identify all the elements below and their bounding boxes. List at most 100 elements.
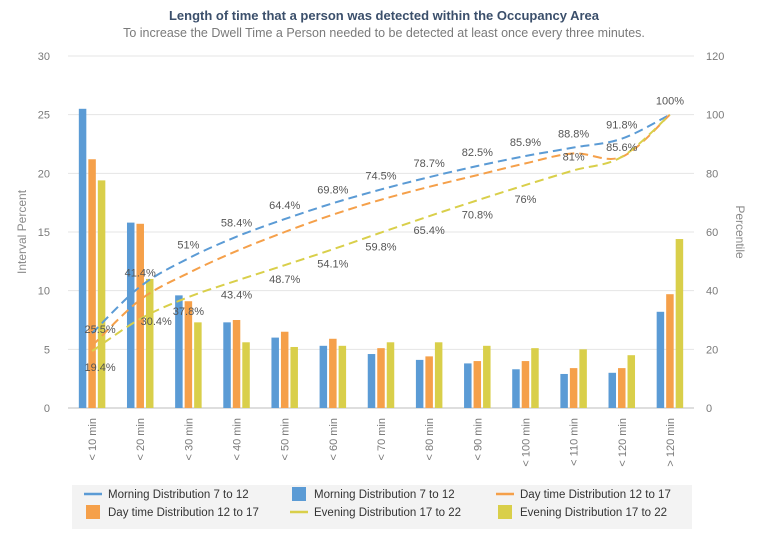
bar: [666, 294, 674, 408]
left-tick-label: 5: [44, 344, 50, 356]
chart-subtitle: To increase the Dwell Time a Person need…: [123, 26, 645, 40]
bar: [88, 159, 96, 408]
bar: [126, 222, 135, 408]
bar: [656, 311, 665, 408]
bar: [483, 345, 491, 408]
bar: [618, 368, 626, 408]
series-line: [91, 113, 671, 334]
data-label: 59.8%: [365, 242, 396, 254]
bar: [280, 331, 289, 408]
right-tick-label: 100: [706, 110, 724, 122]
right-axis-title: Percentile: [733, 205, 747, 259]
x-tick-label: < 10 min: [87, 418, 99, 461]
bar: [242, 342, 250, 408]
x-tick-label: > 120 min: [665, 418, 677, 467]
data-label: 25.5%: [84, 324, 115, 336]
right-tick-label: 60: [706, 227, 718, 239]
left-tick-label: 20: [38, 168, 50, 180]
legend: Morning Distribution 7 to 12 Morning Dist…: [72, 485, 692, 529]
data-label: 43.4%: [221, 290, 252, 302]
bar: [194, 322, 202, 408]
x-tick-label: < 20 min: [135, 418, 147, 461]
bar: [290, 346, 298, 408]
bar: [232, 320, 241, 408]
bar: [425, 356, 433, 408]
data-label: 74.5%: [365, 170, 396, 182]
legend-label: Evening Distribution 17 to 22: [520, 507, 667, 519]
series-line: [91, 113, 671, 347]
data-label: 41.4%: [125, 268, 156, 280]
data-label: 30.4%: [141, 316, 172, 328]
bar: [367, 354, 376, 408]
legend-bar-swatch: [86, 505, 100, 519]
bar: [338, 345, 347, 408]
bar: [415, 359, 424, 408]
bar: [329, 338, 337, 408]
left-tick-label: 25: [38, 110, 50, 122]
x-tick-label: < 30 min: [183, 418, 195, 461]
chart-title: Length of time that a person was detecte…: [169, 8, 600, 23]
data-label: 85.9%: [510, 137, 541, 149]
data-label: 19.4%: [84, 362, 115, 374]
data-label: 78.7%: [414, 158, 445, 170]
x-tick-label: < 90 min: [472, 418, 484, 461]
data-label: 70.8%: [462, 209, 493, 221]
right-tick-label: 80: [706, 168, 718, 180]
legend-bar-swatch: [498, 505, 512, 519]
bar-series: [78, 108, 684, 409]
data-label: 69.8%: [317, 184, 348, 196]
right-tick-label: 40: [706, 286, 718, 298]
bar: [97, 180, 106, 408]
bar: [78, 108, 87, 409]
data-label: 65.4%: [414, 225, 445, 237]
x-tick-label: < 110 min: [569, 418, 581, 466]
legend-label: Morning Distribution 7 to 12: [108, 489, 249, 501]
bar: [579, 349, 587, 408]
x-tick-label: < 70 min: [376, 418, 388, 461]
bar: [184, 301, 193, 408]
x-tick-label: < 80 min: [424, 418, 436, 461]
data-label: 91.8%: [606, 120, 637, 132]
right-tick-label: 20: [706, 344, 718, 356]
bar: [627, 355, 636, 408]
data-label: 51%: [177, 239, 199, 251]
data-label: 64.4%: [269, 200, 300, 212]
cumulative-lines: [91, 113, 671, 352]
x-axis-ticks: < 10 min < 20 min < 30 min < 40 min < 50 min…: [87, 418, 677, 467]
data-labels: 25.5% 41.4% 51% 58.4% 64.4% 69.8% 74.5% 78.7% 82…: [84, 96, 684, 374]
series-line: [91, 113, 671, 352]
bar: [473, 361, 482, 408]
data-label: 81%: [563, 151, 585, 163]
data-label: 48.7%: [269, 274, 300, 286]
left-axis-title: Interval Percent: [15, 189, 29, 274]
bar: [271, 337, 279, 408]
x-tick-label: < 100 min: [520, 418, 532, 467]
gridlines: [68, 55, 694, 409]
bar: [464, 363, 472, 408]
bar: [512, 369, 520, 408]
left-axis-ticks: 0 5 10 15 20 25 30: [38, 51, 50, 415]
legend-bar-swatch: [292, 487, 306, 501]
bar: [145, 278, 154, 408]
legend-label: Morning Distribution 7 to 12: [314, 489, 455, 501]
data-label: 76%: [514, 194, 536, 206]
legend-label: Evening Distribution 17 to 22: [314, 507, 461, 519]
legend-label: Day time Distribution 12 to 17: [520, 489, 671, 501]
data-label: 82.5%: [462, 147, 493, 159]
data-label: 88.8%: [558, 129, 589, 141]
bar: [675, 239, 684, 408]
data-label: 100%: [656, 96, 684, 108]
x-tick-label: < 40 min: [232, 418, 244, 461]
data-label: 58.4%: [221, 218, 252, 230]
left-tick-label: 30: [38, 51, 50, 63]
right-tick-label: 120: [706, 51, 724, 63]
bar: [136, 223, 144, 408]
data-label: 85.6%: [606, 142, 637, 154]
left-tick-label: 0: [44, 403, 50, 415]
legend-label: Day time Distribution 12 to 17: [108, 507, 259, 519]
data-label: 54.1%: [317, 258, 348, 270]
data-label: 37.8%: [173, 306, 204, 318]
x-tick-label: < 120 min: [617, 418, 629, 467]
x-tick-label: < 50 min: [280, 418, 292, 461]
bar: [560, 373, 568, 408]
